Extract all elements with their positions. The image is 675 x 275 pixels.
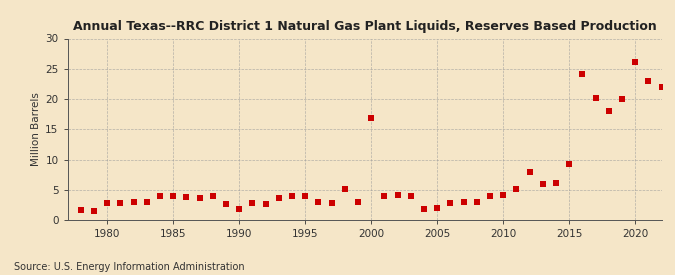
Point [564, 162, 574, 167]
Point [76, 208, 86, 212]
Point [167, 194, 178, 198]
Point [366, 116, 377, 120]
Title: Annual Texas--RRC District 1 Natural Gas Plant Liquids, Reserves Based Productio: Annual Texas--RRC District 1 Natural Gas… [73, 20, 656, 33]
Point [379, 194, 389, 198]
Point [128, 200, 139, 205]
Point [458, 200, 469, 205]
Y-axis label: Million Barrels: Million Barrels [31, 92, 41, 166]
Point [616, 97, 627, 101]
Point [405, 194, 416, 198]
Point [418, 206, 429, 211]
Point [260, 202, 271, 206]
Point [432, 206, 443, 210]
Point [445, 201, 456, 205]
Point [511, 187, 522, 191]
Point [207, 194, 218, 199]
Point [286, 194, 297, 199]
Point [537, 182, 548, 186]
Point [141, 200, 152, 204]
Point [102, 201, 113, 205]
Point [155, 194, 165, 199]
Point [524, 170, 535, 174]
Text: Source: U.S. Energy Information Administration: Source: U.S. Energy Information Administ… [14, 262, 244, 272]
Point [590, 96, 601, 100]
Point [485, 194, 495, 198]
Point [392, 193, 403, 197]
Point [221, 202, 232, 206]
Point [340, 187, 350, 191]
Point [551, 181, 562, 185]
Point [234, 206, 244, 211]
Point [88, 209, 99, 213]
Point [471, 200, 482, 204]
Point [300, 194, 310, 198]
Point [643, 79, 653, 83]
Point [273, 196, 284, 200]
Point [194, 196, 205, 200]
Point [577, 72, 588, 76]
Point [115, 201, 126, 205]
Point [656, 85, 667, 89]
Point [497, 192, 508, 197]
Point [352, 200, 363, 204]
Point [313, 200, 324, 204]
Point [326, 201, 337, 205]
Point [247, 201, 258, 205]
Point [181, 195, 192, 199]
Point [630, 60, 641, 64]
Point [603, 109, 614, 113]
